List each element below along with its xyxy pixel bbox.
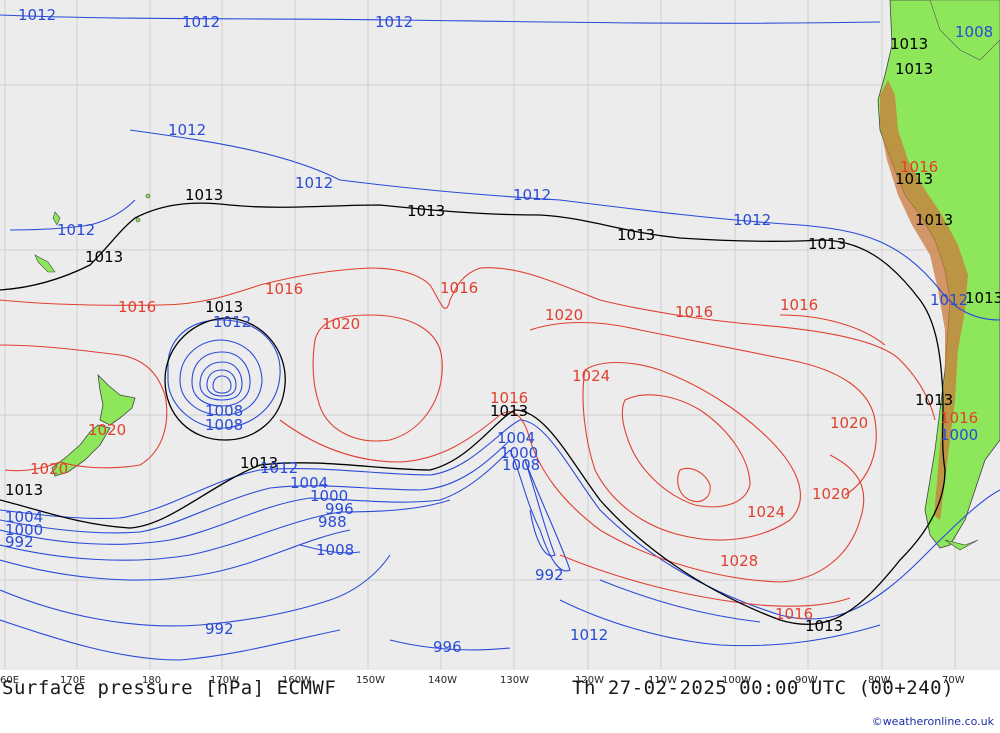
blue-isobar-label: 1008: [955, 23, 993, 41]
blue-isobar-label: 1008: [316, 541, 354, 559]
credit-link[interactable]: ©weatheronline.co.uk: [871, 715, 994, 728]
isobar-1013: [0, 202, 946, 625]
longitude-tick-label: 110W: [648, 675, 677, 686]
red-isobar-label: 1016: [675, 303, 713, 321]
islands: [34, 193, 151, 273]
red-isobar-label: 1028: [720, 552, 758, 570]
blue-isobar-label: 1000: [940, 426, 978, 444]
blue-isobar-label: 1000: [310, 487, 348, 505]
longitude-tick-label: 160W: [282, 675, 311, 686]
isobar-labels: 1013 1013 1013 1013 1013 1013 1013 1013 1013 1013…: [5, 6, 1000, 656]
south-america-land: [877, 0, 1000, 551]
blue-isobar-label: 1012: [733, 211, 771, 229]
red-isobar-label: 1016: [780, 296, 818, 314]
longitude-tick-label: 70W: [942, 675, 965, 686]
longitude-tick-label: 180: [142, 675, 161, 686]
blue-isobar-label: 1012: [182, 13, 220, 31]
longitude-labels: 60E 170E 180 170W 160W 150W 140W 130W 120W 110W 10…: [0, 675, 965, 686]
black-isobar-label: 1013: [205, 298, 243, 316]
black-isobar-label: 1013: [808, 235, 846, 253]
black-isobar-label: 1013: [185, 186, 223, 204]
isobars-blue: [0, 14, 1000, 661]
red-isobar-label: 1020: [812, 485, 850, 503]
longitude-tick-label: 100W: [722, 675, 751, 686]
blue-isobar-label: 1008: [502, 456, 540, 474]
blue-isobar-label: 1012: [375, 13, 413, 31]
blue-isobar-label: 1012: [168, 121, 206, 139]
black-isobar-label: 1013: [240, 454, 278, 472]
red-isobar-label: 1020: [322, 315, 360, 333]
isobars-red: [0, 267, 936, 607]
black-isobar-label: 1013: [407, 202, 445, 220]
red-isobar-label: 1020: [545, 306, 583, 324]
blue-isobar-label: 1004: [5, 508, 43, 526]
longitude-tick-label: 150W: [356, 675, 385, 686]
longitude-tick-label: 170E: [60, 675, 85, 686]
blue-isobar-label: 1004: [290, 474, 328, 492]
black-isobar-label: 1013: [890, 35, 928, 53]
longitude-tick-label: 90W: [795, 675, 818, 686]
longitude-tick-label: 140W: [428, 675, 457, 686]
red-isobar-label: 1020: [30, 460, 68, 478]
blue-isobar-label: 1004: [497, 429, 535, 447]
black-isobar-label: 1013: [915, 391, 953, 409]
red-isobar-label: 1016: [900, 158, 938, 176]
black-isobar-label: 1013: [85, 248, 123, 266]
blue-isobar-label: 988: [318, 513, 347, 531]
map-title: Surface pressure [hPa] ECMWF: [2, 677, 337, 699]
blue-isobar-label: 1000: [5, 521, 43, 539]
blue-isobar-label: 1012: [213, 313, 251, 331]
longitude-tick-label: 120W: [575, 675, 604, 686]
blue-isobar-label: 996: [433, 638, 462, 656]
blue-isobar-label: 1012: [570, 626, 608, 644]
black-isobar-label: 1013: [617, 226, 655, 244]
blue-isobar-label: 1000: [500, 444, 538, 462]
blue-isobar-label: 992: [205, 620, 234, 638]
red-isobar-label: 1020: [830, 414, 868, 432]
blue-isobar-label: 1012: [57, 221, 95, 239]
blue-isobar-label: 1012: [930, 291, 968, 309]
red-isobar-label: 1016: [440, 279, 478, 297]
red-isobar-label: 1016: [775, 605, 813, 623]
blue-isobar-label: 1012: [295, 174, 333, 192]
black-isobar-label: 1013: [965, 289, 1000, 307]
blue-isobar-label: 1008: [205, 402, 243, 420]
longitude-tick-label: 130W: [500, 675, 529, 686]
longitude-tick-label: 170W: [210, 675, 239, 686]
blue-isobar-label: 992: [535, 566, 564, 584]
red-isobar-label: 1016: [940, 409, 978, 427]
red-isobar-label: 1016: [265, 280, 303, 298]
black-isobar-label: 1013: [895, 170, 933, 188]
red-isobar-label: 1016: [118, 298, 156, 316]
blue-isobar-label: 1012: [260, 459, 298, 477]
valid-time: Th 27-02-2025 00:00 UTC (00+240): [572, 677, 955, 699]
black-isobar-label: 1013: [915, 211, 953, 229]
blue-isobar-label: 992: [5, 533, 34, 551]
blue-isobar-label: 1012: [18, 6, 56, 24]
blue-isobar-label: 996: [325, 500, 354, 518]
red-isobar-label: 1016: [490, 389, 528, 407]
black-isobar-label: 1013: [490, 402, 528, 420]
red-isobar-label: 1024: [572, 367, 610, 385]
black-isobar-label: 1013: [5, 481, 43, 499]
black-isobar-label: 1013: [895, 60, 933, 78]
black-isobar-label: 1013: [805, 617, 843, 635]
longitude-tick-label: 60E: [0, 675, 19, 686]
red-isobar-label: 1024: [747, 503, 785, 521]
red-isobar-label: 1020: [88, 421, 126, 439]
blue-isobar-label: 1012: [513, 186, 551, 204]
longitude-tick-label: 80W: [868, 675, 891, 686]
blue-isobar-label: 1008: [205, 416, 243, 434]
